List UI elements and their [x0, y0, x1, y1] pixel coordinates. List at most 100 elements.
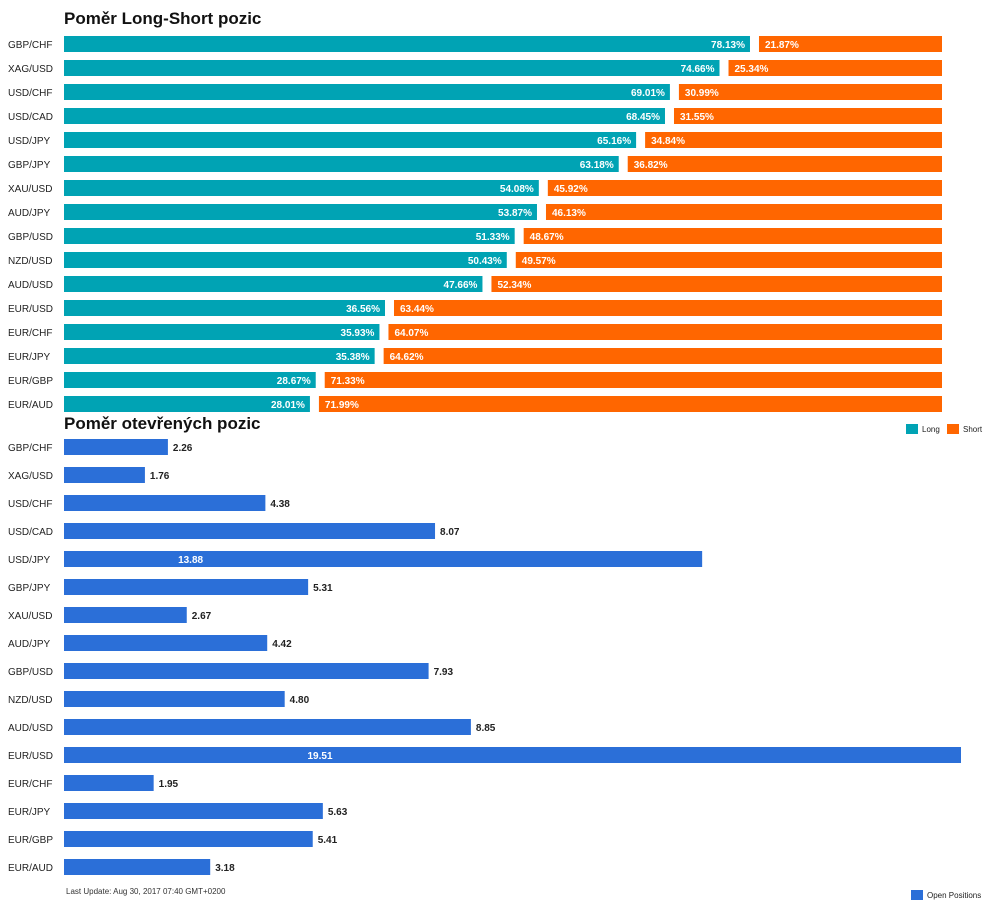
long-value-label: 28.01%: [271, 400, 305, 411]
last-update-text: Last Update: Aug 30, 2017 07:40 GMT+0200: [66, 887, 226, 896]
open-positions-bar: [64, 607, 187, 623]
open-positions-bar: [64, 579, 309, 595]
ls-category-label: EUR/CHF: [8, 328, 52, 339]
short-bar: [383, 348, 942, 364]
open-positions-bar: [64, 551, 703, 567]
ls-category-label: USD/JPY: [8, 136, 51, 147]
long-value-label: 47.66%: [444, 280, 478, 291]
short-value-label: 25.34%: [735, 64, 769, 75]
op-category-label: NZD/USD: [8, 695, 52, 706]
long-bar: [64, 300, 385, 316]
long-value-label: 74.66%: [681, 64, 715, 75]
ls-category-label: XAU/USD: [8, 184, 52, 195]
open-positions-value-label: 1.76: [150, 471, 170, 482]
open-positions-bar: [64, 747, 961, 763]
long-value-label: 63.18%: [580, 160, 614, 171]
long-bar: [64, 60, 720, 76]
short-value-label: 64.62%: [390, 352, 424, 363]
ls-category-label: AUD/JPY: [8, 208, 51, 219]
open-positions-bar: [64, 831, 313, 847]
legend-short-label: Short: [963, 425, 983, 434]
op-category-label: EUR/AUD: [8, 863, 53, 874]
open-positions-value-label: 3.18: [215, 863, 235, 874]
open-positions-bar: [64, 663, 429, 679]
ls-category-label: EUR/GBP: [8, 376, 53, 387]
long-value-label: 68.45%: [626, 112, 660, 123]
short-value-label: 46.13%: [552, 208, 586, 219]
open-positions-value-label: 19.51: [308, 751, 333, 762]
ls-category-label: GBP/JPY: [8, 160, 51, 171]
open-positions-bar: [64, 467, 145, 483]
long-bar: [64, 252, 507, 268]
long-value-label: 69.01%: [631, 88, 665, 99]
open-positions-bar: [64, 775, 154, 791]
long-value-label: 78.13%: [711, 40, 745, 51]
long-value-label: 35.93%: [341, 328, 375, 339]
op-category-label: XAG/USD: [8, 471, 53, 482]
long-bar: [64, 108, 665, 124]
short-bar: [318, 396, 942, 412]
long-value-label: 28.67%: [277, 376, 311, 387]
open-positions-value-label: 13.88: [178, 555, 203, 566]
open-positions-bar: [64, 439, 168, 455]
open-positions-value-label: 7.93: [434, 667, 454, 678]
short-bar: [758, 36, 942, 52]
long-value-label: 36.56%: [346, 304, 380, 315]
open-positions-bar: [64, 635, 268, 651]
legend-open-label: Open Positions: [927, 891, 981, 900]
op-category-label: GBP/CHF: [8, 443, 52, 454]
long-bar: [64, 276, 483, 292]
long-value-label: 50.43%: [468, 256, 502, 267]
ls-category-label: GBP/USD: [8, 232, 53, 243]
op-category-label: GBP/JPY: [8, 583, 51, 594]
short-value-label: 71.99%: [325, 400, 359, 411]
short-bar: [627, 156, 942, 172]
short-bar: [547, 180, 942, 196]
short-value-label: 31.55%: [680, 112, 714, 123]
open-positions-value-label: 2.67: [192, 611, 212, 622]
open-positions-value-label: 5.41: [318, 835, 338, 846]
short-value-label: 30.99%: [685, 88, 719, 99]
open-positions-value-label: 4.42: [272, 639, 292, 650]
legend-short-swatch: [947, 424, 959, 434]
long-bar: [64, 324, 380, 340]
op-category-label: EUR/CHF: [8, 779, 52, 790]
op-category-label: XAU/USD: [8, 611, 52, 622]
long-bar: [64, 204, 537, 220]
op-category-label: AUD/JPY: [8, 639, 51, 650]
long-bar: [64, 372, 316, 388]
open-positions-bar: [64, 691, 285, 707]
long-value-label: 53.87%: [498, 208, 532, 219]
open-positions-bar: [64, 523, 436, 539]
long-bar: [64, 132, 637, 148]
open-positions-bar: [64, 803, 323, 819]
long-bar: [64, 228, 515, 244]
long-bar: [64, 180, 539, 196]
op-category-label: EUR/GBP: [8, 835, 53, 846]
long-bar: [64, 36, 750, 52]
short-bar: [678, 84, 942, 100]
ls-category-label: EUR/AUD: [8, 400, 53, 411]
open-positions-bar: [64, 859, 211, 875]
open-positions-bar: [64, 719, 471, 735]
long-value-label: 51.33%: [476, 232, 510, 243]
long-short-chart-title: Poměr Long-Short pozic: [64, 9, 262, 28]
short-value-label: 21.87%: [765, 40, 799, 51]
ls-category-label: XAG/USD: [8, 64, 53, 75]
short-bar: [515, 252, 942, 268]
long-bar: [64, 84, 670, 100]
ls-category-label: NZD/USD: [8, 256, 52, 267]
short-bar: [545, 204, 942, 220]
short-bar: [388, 324, 942, 340]
op-category-label: AUD/USD: [8, 723, 53, 734]
open-positions-value-label: 1.95: [159, 779, 179, 790]
open-positions-chart-title: Poměr otevřených pozic: [64, 414, 261, 433]
ls-category-label: EUR/USD: [8, 304, 53, 315]
short-bar: [673, 108, 942, 124]
short-bar: [491, 276, 942, 292]
short-value-label: 36.82%: [634, 160, 668, 171]
long-value-label: 54.08%: [500, 184, 534, 195]
open-positions-value-label: 8.07: [440, 527, 460, 538]
op-category-label: USD/CHF: [8, 499, 52, 510]
